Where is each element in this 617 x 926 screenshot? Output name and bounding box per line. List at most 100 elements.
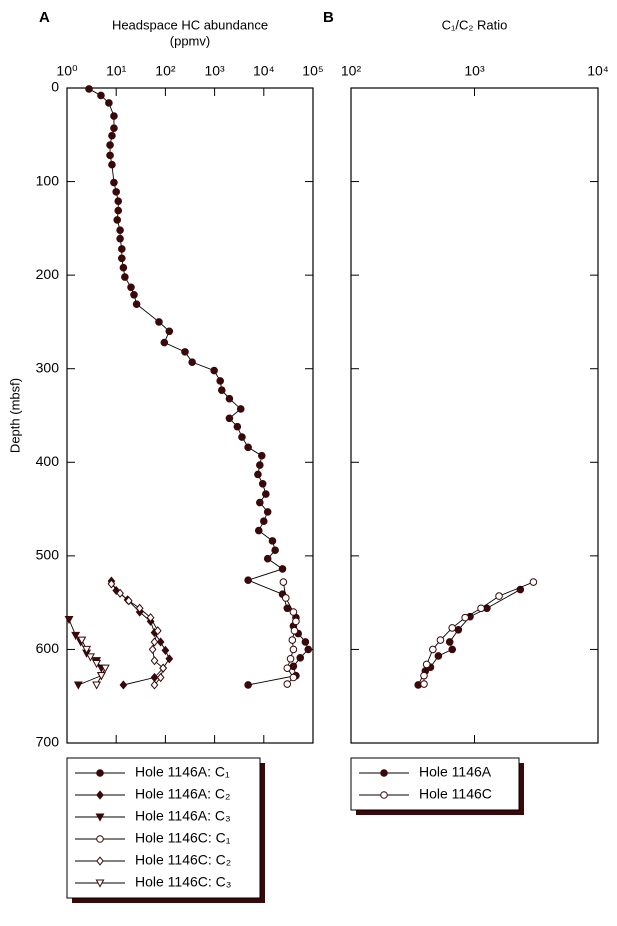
- marker: [118, 254, 126, 263]
- marker: [148, 644, 157, 655]
- marker: [454, 625, 463, 634]
- legend-label: Hole 1146C: [419, 786, 492, 802]
- marker: [106, 151, 114, 160]
- x-axis-label: C₁/C₂ Ratio: [442, 17, 508, 32]
- marker: [289, 673, 298, 682]
- marker: [105, 99, 113, 107]
- y-tick-label: 700: [36, 734, 60, 750]
- marker: [289, 645, 298, 654]
- marker: [110, 112, 118, 120]
- marker: [106, 141, 114, 149]
- marker: [436, 636, 445, 644]
- marker: [165, 654, 174, 664]
- marker: [165, 327, 174, 336]
- marker: [254, 526, 263, 535]
- marker: [85, 85, 93, 93]
- legend-box: [66, 757, 261, 899]
- marker: [283, 680, 292, 688]
- x-tick-label: 10²: [155, 63, 176, 79]
- marker: [263, 554, 272, 563]
- marker: [114, 197, 123, 206]
- marker: [119, 680, 128, 690]
- legend-marker: [380, 769, 388, 777]
- marker: [268, 537, 277, 545]
- marker: [112, 188, 120, 196]
- marker: [92, 659, 102, 669]
- legend-box: [350, 757, 520, 811]
- marker: [159, 663, 168, 673]
- marker: [160, 338, 169, 347]
- legend-label: Hole 1146C: C₃: [135, 874, 232, 890]
- marker: [283, 664, 292, 672]
- series-line: [423, 581, 534, 685]
- marker: [282, 594, 290, 602]
- marker: [286, 654, 295, 663]
- plot-frame: [350, 87, 599, 744]
- marker: [108, 160, 116, 169]
- legend-marker: [95, 813, 105, 822]
- marker: [150, 656, 159, 666]
- marker: [296, 654, 305, 662]
- marker: [121, 273, 129, 281]
- marker: [130, 290, 138, 299]
- marker: [448, 624, 457, 632]
- marker: [263, 508, 272, 516]
- legend-label: Hole 1146A: [419, 764, 492, 780]
- x-axis-label: Headspace HC abundance: [112, 17, 268, 32]
- legend-label: Hole 1146A: C₁: [135, 764, 230, 780]
- y-tick-label: 400: [36, 453, 60, 469]
- marker: [289, 608, 298, 616]
- marker: [181, 348, 189, 356]
- marker: [288, 636, 297, 644]
- legend-marker: [96, 856, 104, 866]
- marker: [225, 394, 234, 403]
- marker: [422, 660, 431, 669]
- marker: [445, 638, 454, 646]
- marker: [86, 653, 95, 662]
- x-tick-label: 10⁵: [302, 63, 323, 79]
- marker: [290, 626, 299, 635]
- marker: [217, 386, 226, 395]
- y-tick-label: 500: [36, 547, 60, 563]
- marker: [156, 672, 165, 683]
- marker: [150, 637, 159, 647]
- marker: [271, 546, 279, 555]
- marker: [529, 578, 538, 586]
- marker: [429, 645, 437, 654]
- marker: [156, 637, 165, 647]
- marker: [448, 645, 457, 654]
- marker: [256, 498, 264, 507]
- marker: [71, 631, 81, 641]
- marker: [279, 578, 288, 586]
- x-tick-label: 10⁴: [587, 63, 609, 79]
- marker: [113, 216, 122, 224]
- y-axis-label: Depth (mbsf): [7, 378, 22, 453]
- marker: [278, 565, 287, 573]
- legend-label: Hole 1146C: C₁: [135, 830, 231, 846]
- legend-marker: [380, 791, 388, 799]
- marker: [82, 645, 92, 655]
- marker: [236, 405, 245, 413]
- marker: [155, 318, 163, 326]
- marker: [257, 451, 266, 460]
- marker: [153, 626, 162, 636]
- y-tick-label: 200: [36, 266, 60, 282]
- marker: [283, 604, 292, 613]
- marker: [92, 681, 102, 690]
- marker: [244, 576, 252, 584]
- marker: [116, 226, 124, 235]
- y-tick-label: 0: [51, 79, 59, 95]
- series-line: [417, 589, 521, 686]
- y-tick-label: 300: [36, 359, 60, 375]
- marker: [256, 461, 264, 469]
- marker: [146, 613, 155, 623]
- marker: [258, 480, 267, 488]
- x-tick-label: 10³: [204, 63, 225, 79]
- marker: [77, 636, 87, 645]
- marker: [114, 206, 123, 215]
- marker: [97, 91, 105, 100]
- marker: [233, 422, 242, 431]
- marker: [244, 681, 252, 689]
- y-tick-label: 100: [36, 172, 60, 188]
